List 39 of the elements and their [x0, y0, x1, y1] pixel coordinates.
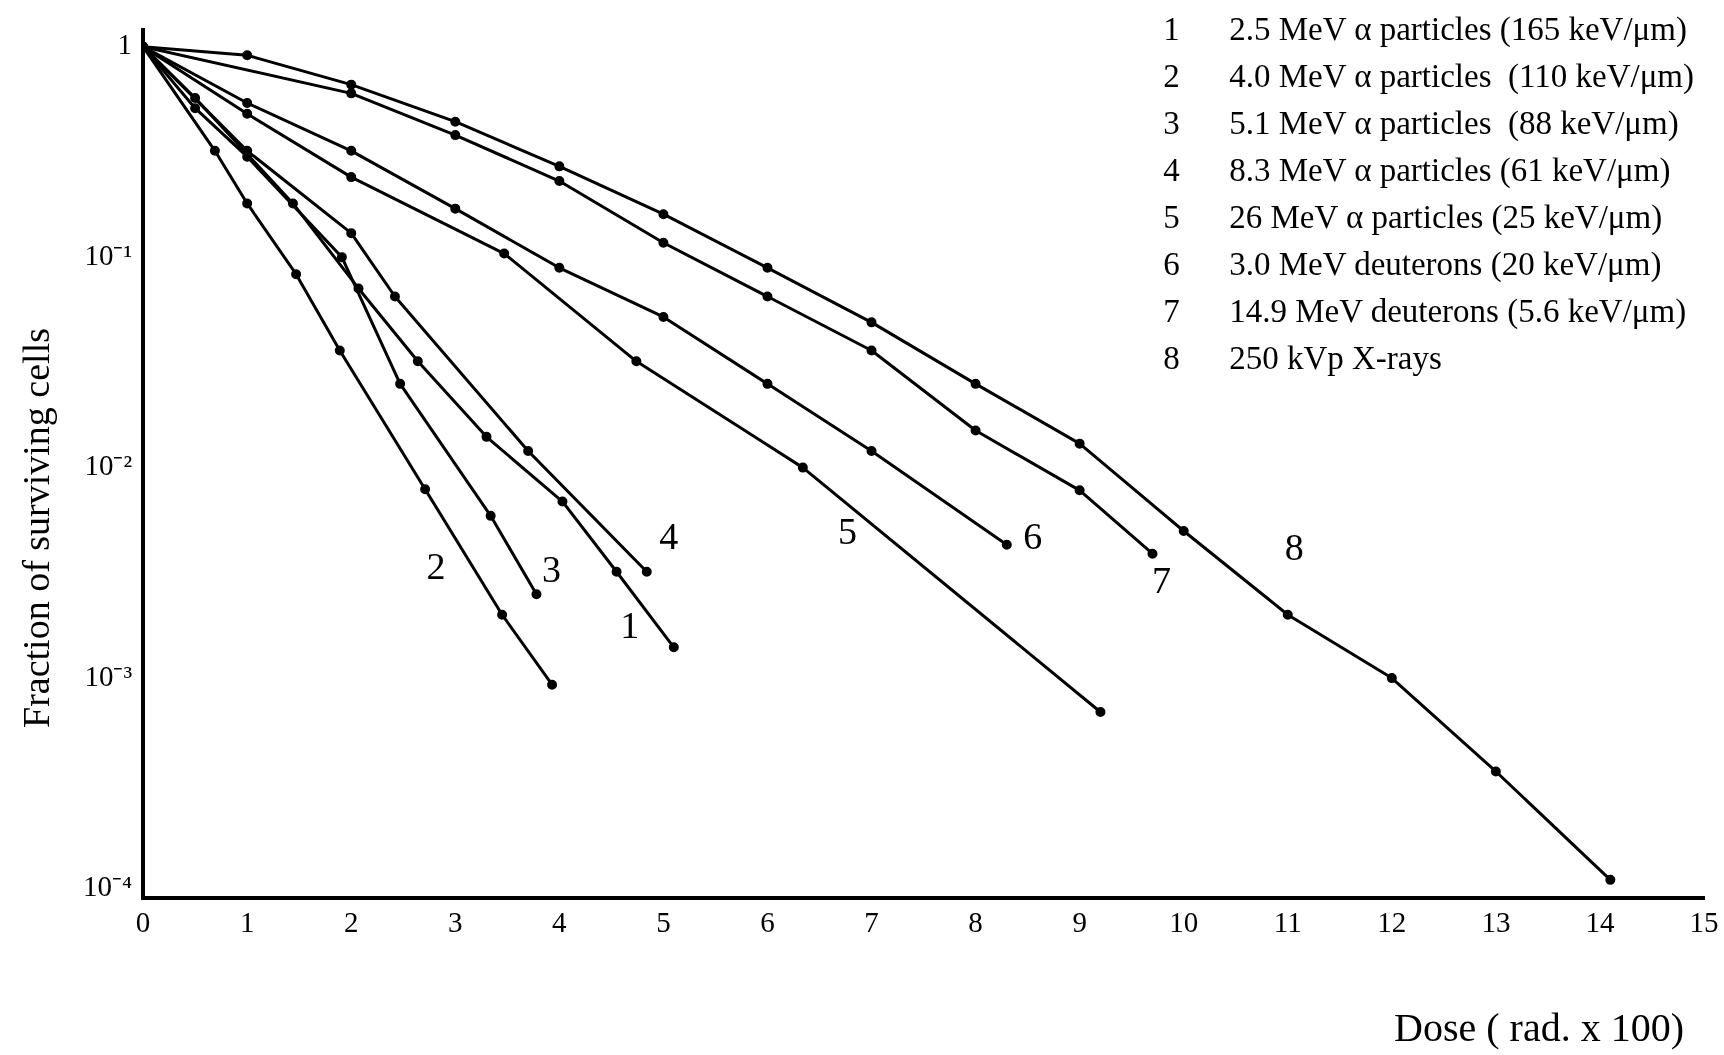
x-tick-label: 10 [1169, 906, 1199, 939]
x-tick-label: 3 [448, 906, 463, 939]
annotation: 8 [1284, 525, 1304, 568]
text: 5 26 MeV α particles (25 keV/μm) [1163, 199, 1663, 235]
annotation: 1 [620, 604, 640, 647]
x-tick-label: 9 [1072, 906, 1087, 939]
text: 3 5.1 MeV α particles (88 keV/μm) [1163, 105, 1679, 141]
annotation: 6 [1023, 514, 1043, 557]
x-tick-label: 5 [656, 906, 671, 939]
text: 6 3.0 MeV deuterons (20 keV/μm) [1163, 246, 1662, 282]
annotation: 7 [1151, 558, 1171, 601]
annotation: 5 [837, 510, 857, 552]
x-tick-label: 8 [968, 906, 983, 939]
x-tick-label: 12 [1377, 906, 1407, 939]
x-tick-label: 14 [1585, 906, 1615, 939]
y-tick-label: 1 [117, 28, 133, 61]
y-tick-label: 10⁻⁴ [82, 870, 133, 903]
text: 2 4.0 MeV α particles (110 keV/μm) [1163, 58, 1694, 94]
text: 4 8.3 MeV α particles (61 keV/μm) [1163, 152, 1671, 188]
y-axis-title: Fraction of surviving cells [14, 327, 58, 728]
annotation: 3 [541, 548, 561, 591]
x-tick-label: 15 [1689, 906, 1719, 939]
y-tick-label: 10⁻² [84, 449, 133, 482]
x-tick-label: 13 [1481, 906, 1511, 939]
x-tick-label: 11 [1273, 906, 1302, 939]
x-tick-label: 7 [864, 906, 879, 939]
text: 7 14.9 MeV deuterons (5.6 keV/μm) [1163, 293, 1687, 329]
x-tick-label: 4 [552, 906, 568, 939]
y-tick-label: 10⁻³ [84, 659, 133, 692]
text: 8 250 kVp X-rays [1163, 340, 1442, 376]
x-axis-title: Dose ( rad. x 100) [1394, 1004, 1684, 1051]
y-tick-label: 10⁻¹ [84, 238, 133, 271]
x-tick-label: 0 [135, 906, 151, 939]
x-tick-label: 2 [343, 906, 359, 939]
annotation: 4 [659, 514, 679, 557]
x-tick-label: 1 [239, 906, 255, 939]
x-tick-label: 6 [760, 906, 775, 939]
text: 1 2.5 MeV α particles (165 keV/μm) [1163, 11, 1687, 47]
annotation: 2 [426, 544, 446, 587]
